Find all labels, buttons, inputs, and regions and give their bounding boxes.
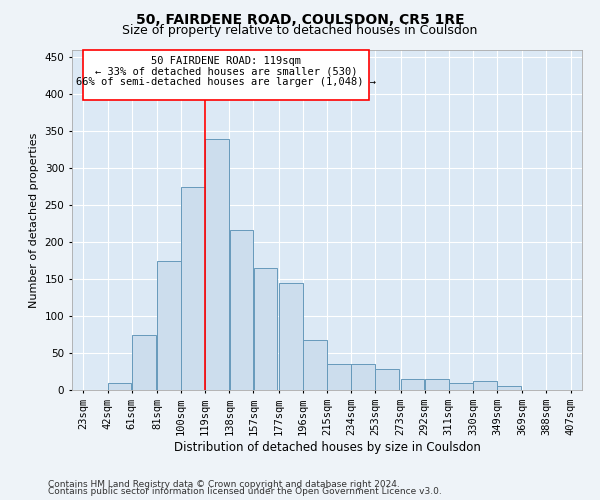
Text: Contains HM Land Registry data © Crown copyright and database right 2024.: Contains HM Land Registry data © Crown c… <box>48 480 400 489</box>
Bar <box>157 260 181 390</box>
Bar <box>132 334 155 390</box>
Bar <box>254 268 277 390</box>
Text: Size of property relative to detached houses in Coulsdon: Size of property relative to detached ho… <box>122 24 478 37</box>
Bar <box>303 340 327 390</box>
Text: 66% of semi-detached houses are larger (1,048) →: 66% of semi-detached houses are larger (… <box>76 76 376 86</box>
Text: ← 33% of detached houses are smaller (530): ← 33% of detached houses are smaller (53… <box>95 66 358 76</box>
Text: Contains public sector information licensed under the Open Government Licence v3: Contains public sector information licen… <box>48 487 442 496</box>
Bar <box>205 138 229 390</box>
Bar <box>327 364 351 390</box>
Bar <box>473 381 497 390</box>
Bar <box>376 370 399 390</box>
Bar <box>279 283 303 390</box>
Bar <box>230 230 253 390</box>
FancyBboxPatch shape <box>83 50 369 100</box>
Bar <box>425 379 449 390</box>
Bar <box>108 382 131 390</box>
Bar <box>449 382 473 390</box>
Bar <box>401 379 424 390</box>
Bar <box>351 364 375 390</box>
Y-axis label: Number of detached properties: Number of detached properties <box>29 132 39 308</box>
Bar <box>497 386 521 390</box>
X-axis label: Distribution of detached houses by size in Coulsdon: Distribution of detached houses by size … <box>173 440 481 454</box>
Text: 50, FAIRDENE ROAD, COULSDON, CR5 1RE: 50, FAIRDENE ROAD, COULSDON, CR5 1RE <box>136 12 464 26</box>
Text: 50 FAIRDENE ROAD: 119sqm: 50 FAIRDENE ROAD: 119sqm <box>151 56 301 66</box>
Bar <box>181 186 205 390</box>
